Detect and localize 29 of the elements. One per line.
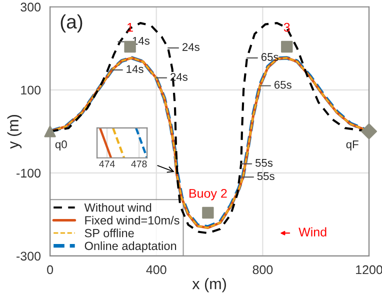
annotation: Wind (298, 227, 326, 236)
x-tick-label: 1200 (356, 265, 382, 274)
annotation: 65s (261, 53, 278, 61)
y-tick-label: 100 (21, 86, 41, 95)
x-axis-title: x (m) (192, 278, 226, 292)
annotation: qF (346, 140, 358, 150)
x-tick-label: 400 (146, 265, 166, 274)
annotation: 55s (257, 172, 274, 180)
legend-label: Without wind (84, 203, 152, 212)
annotation: 474 (99, 160, 115, 168)
y-tick-label: -300 (16, 252, 41, 261)
annotation: 3 (284, 22, 290, 32)
chart-title: (a) (60, 14, 82, 32)
legend-label: Online adaptation (84, 241, 176, 252)
legend-label: SP offline (84, 228, 134, 238)
annotation: 55s (255, 159, 273, 167)
y-tick-label: -100 (16, 168, 41, 178)
annotation: Buoy 2 (190, 188, 227, 200)
x-tick-label: 800 (252, 265, 273, 274)
annotation: q0 (55, 140, 67, 150)
y-tick-label: 300 (20, 2, 41, 12)
annotation: 65s (274, 80, 292, 89)
y-axis-title: y (m) (7, 114, 22, 149)
annotation: 24s (182, 43, 200, 51)
annotation: 14s (126, 65, 144, 73)
x-tick-label: 0 (47, 265, 54, 274)
legend-label: Fixed wind=10m/s (85, 216, 180, 225)
annotation: 478 (131, 160, 147, 168)
annotation: 24s (170, 72, 188, 81)
